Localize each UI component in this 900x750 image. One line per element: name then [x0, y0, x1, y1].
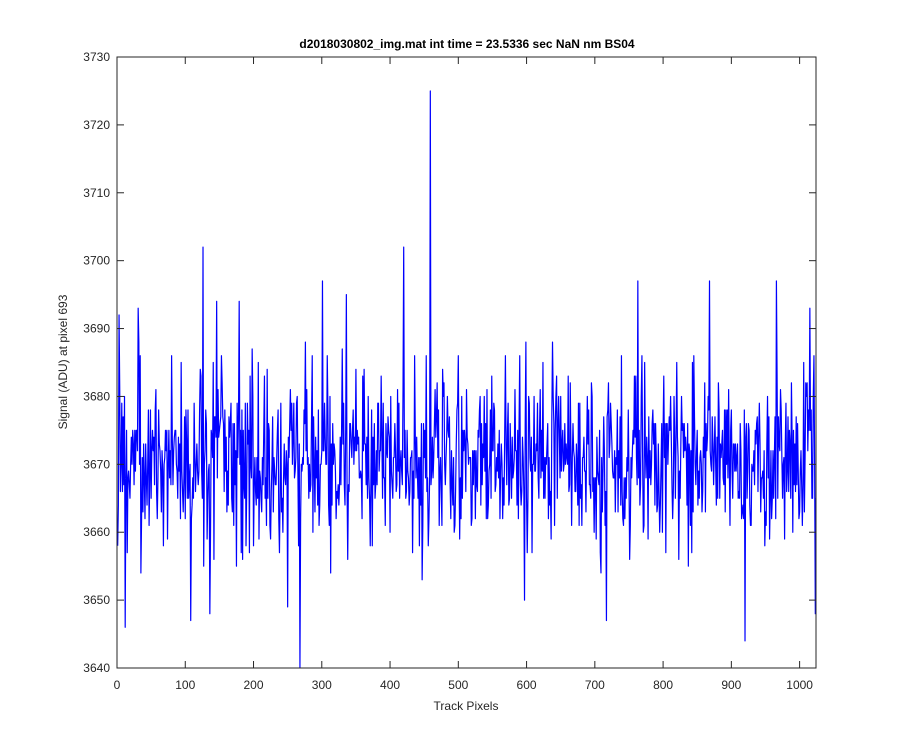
series-line-signal	[117, 90, 816, 668]
x-tick-label: 800	[653, 678, 673, 692]
y-tick-label: 3710	[83, 186, 110, 200]
x-tick-label: 100	[175, 678, 195, 692]
x-tick-label: 300	[312, 678, 332, 692]
chart-title: d2018030802_img.mat int time = 23.5336 s…	[299, 37, 635, 51]
x-tick-label: 500	[448, 678, 468, 692]
y-tick-label: 3720	[83, 118, 110, 132]
plot-background	[117, 57, 816, 668]
y-tick-label: 3660	[83, 525, 110, 539]
y-tick-label: 3730	[83, 50, 110, 64]
x-tick-label: 700	[585, 678, 605, 692]
x-tick-label: 1000	[786, 678, 813, 692]
y-tick-label: 3700	[83, 254, 110, 268]
y-tick-label: 3640	[83, 661, 110, 675]
series-group	[117, 90, 816, 668]
x-tick-label: 0	[114, 678, 121, 692]
x-tick-label: 400	[380, 678, 400, 692]
y-axis: 3640 3650 3660 3670 3680 3690 3700 3710 3720 3730	[83, 50, 816, 675]
y-tick-label: 3690	[83, 322, 110, 336]
plot-area	[116, 56, 817, 669]
x-axis: 0 100 200 300 400 500 600 700 800 900 1000	[114, 57, 813, 692]
y-axis-label: Signal (ADU) at pixel 693	[56, 294, 70, 429]
plot-frame	[116, 56, 817, 669]
x-tick-label: 600	[517, 678, 537, 692]
x-tick-label: 200	[244, 678, 264, 692]
y-tick-label: 3670	[83, 457, 110, 471]
x-axis-label: Track Pixels	[434, 699, 499, 713]
y-tick-label: 3680	[83, 389, 110, 403]
y-tick-label: 3650	[83, 593, 110, 607]
x-tick-label: 900	[721, 678, 741, 692]
